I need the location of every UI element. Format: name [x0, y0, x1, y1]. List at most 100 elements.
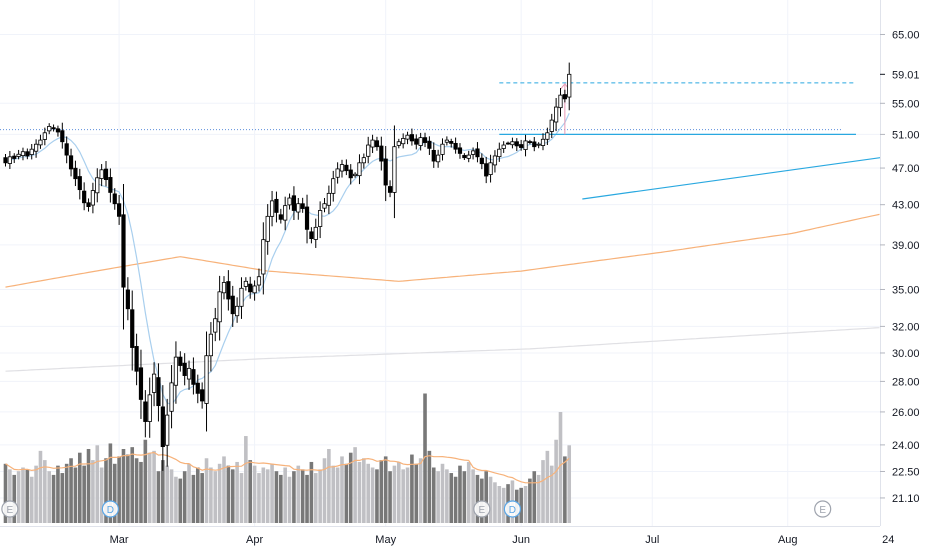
volume-bar [43, 460, 47, 523]
volume-bar [348, 452, 353, 523]
candle-body [532, 141, 537, 148]
candle-body [121, 214, 126, 288]
volume-bar [217, 463, 222, 523]
candle-body [462, 155, 467, 159]
volume-bar [156, 471, 161, 523]
candle-body [519, 144, 524, 148]
volume-bar [309, 461, 314, 523]
time-axis[interactable]: Mar Apr May Jun Jul Aug 24 [110, 534, 895, 546]
volume-bar [549, 465, 554, 523]
volume-bar [484, 471, 488, 523]
volume-bar [143, 439, 148, 523]
volume-bar [244, 436, 248, 523]
support-trendline [582, 155, 893, 200]
volume-bar [322, 458, 327, 523]
candle-body [567, 73, 572, 98]
candle-body [125, 289, 130, 310]
volume-bar [493, 482, 497, 523]
candle-body [138, 367, 144, 400]
candle-body [558, 94, 563, 109]
price-axis[interactable]: 65.00 55.00 51.00 47.00 43.00 39.00 35.00 32.00… [880, 29, 920, 505]
candle-body [90, 190, 95, 206]
volume-bar [541, 460, 545, 523]
volume-bar [431, 467, 436, 523]
candle-body [427, 140, 432, 149]
candle-body [156, 377, 161, 407]
time-tick-label: Mar [110, 534, 129, 546]
candle-body [527, 141, 533, 143]
ma-orange-path [5, 213, 880, 288]
candle-body [409, 134, 415, 142]
candle-body [540, 138, 546, 146]
volume-bar [8, 469, 12, 523]
volume-bar [209, 467, 213, 523]
volume-bar [388, 471, 392, 523]
volume-bar [436, 471, 440, 523]
candle-body [186, 367, 192, 380]
volume-bar [56, 465, 60, 523]
candle-body [16, 153, 21, 157]
candle-body [436, 154, 441, 163]
price-tick-label: 47.00 [892, 163, 920, 175]
candle-body [549, 119, 554, 132]
candle-body [235, 305, 240, 317]
volume-bar [327, 449, 331, 523]
candle-body [562, 94, 567, 100]
price-tick-label: 51.00 [892, 129, 920, 141]
volume-bar [86, 449, 91, 523]
event-marker-label: E [7, 505, 14, 516]
event-marker-circle [814, 500, 832, 518]
volume-bar [445, 469, 449, 523]
volume-bar [440, 463, 445, 523]
volume-bar [99, 467, 104, 523]
candle-body [73, 167, 78, 180]
candle-body [213, 318, 218, 333]
candle-body [304, 206, 310, 230]
ma-grey-path [5, 327, 880, 372]
volume-bar [25, 469, 30, 523]
volume-bar [410, 454, 414, 523]
volume-bar [191, 474, 196, 523]
volume-bar [283, 467, 287, 523]
time-tick-label: 24 [882, 534, 894, 546]
volume-bar [69, 458, 73, 523]
volume-bar [230, 469, 235, 523]
volume-bar [379, 460, 384, 523]
candle-body [29, 148, 34, 155]
candle-body [383, 158, 388, 186]
candle-body [300, 203, 305, 209]
volume-average-line [5, 451, 570, 484]
candle-body [130, 309, 135, 348]
volume-bar [335, 467, 340, 523]
last-price-box [886, 66, 930, 83]
volume-bar [536, 474, 541, 523]
event-marker-circle [101, 500, 119, 518]
event-marker-label: D [107, 505, 114, 516]
candle-body [178, 356, 183, 366]
volume-bar [501, 487, 506, 523]
price-tick-label: 35.00 [892, 284, 920, 296]
candle-body [278, 214, 283, 220]
candle-body [283, 205, 288, 221]
candle-body [318, 210, 323, 227]
candle-body [20, 151, 26, 157]
candle-body [204, 355, 209, 404]
candle-body [195, 382, 200, 394]
candle-body [261, 239, 266, 275]
candle-body [25, 151, 30, 157]
candlesticks [3, 62, 572, 471]
candle-body [479, 157, 484, 165]
volume-bar [427, 450, 432, 523]
volume-bar [248, 460, 253, 523]
annotation-layer[interactable] [0, 82, 893, 200]
last-price-label: 59.01 [892, 69, 920, 81]
volume-bar [29, 476, 34, 523]
candle-body [3, 157, 8, 164]
volume-bar [200, 473, 204, 523]
volume-bar [357, 461, 362, 523]
volume-bar [370, 467, 375, 523]
candle-body [431, 149, 436, 162]
candle-body [339, 164, 345, 172]
